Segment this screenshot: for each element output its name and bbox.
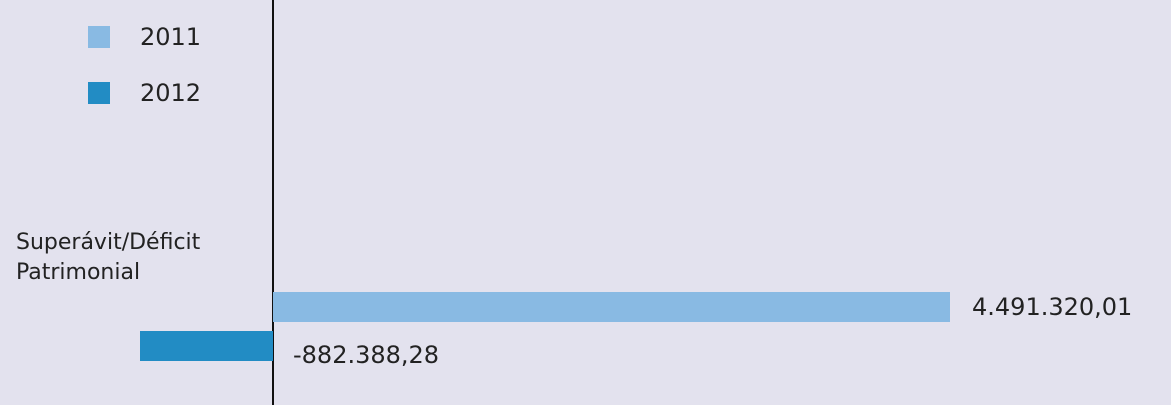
legend-label: 2011 [140,23,202,51]
category-label: Superávit/Déficit Patrimonial [16,230,201,285]
legend-swatch [88,82,110,104]
bar [139,331,273,361]
value-label: -882.388,28 [293,341,440,369]
value-label: 4.491.320,01 [972,293,1133,321]
legend-swatch [88,26,110,48]
axis-line [272,0,274,405]
bar [273,292,950,322]
legend-label: 2012 [140,79,202,107]
